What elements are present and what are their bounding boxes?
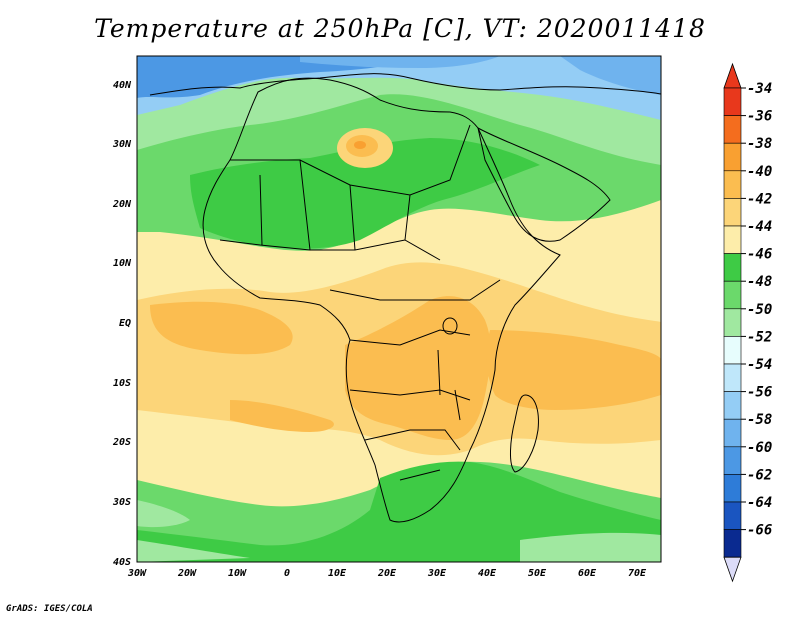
lon-tick-label-3: 0: [284, 568, 290, 579]
lon-tick-label-7: 40E: [478, 568, 497, 579]
colorbar-label-9: -52: [747, 329, 772, 345]
colorbar-bottom-arrow: [723, 556, 742, 583]
colorbar-swatch-3: [723, 170, 742, 199]
coastlines-and-borders: [149, 73, 661, 523]
lon-tick-label-10: 70E: [628, 568, 647, 579]
colorbar-label-12: -58: [747, 412, 772, 428]
lon-tick-label-6: 30E: [427, 568, 447, 579]
colorbar-label-3: -40: [747, 164, 772, 180]
colorbar-label-5: -44: [747, 219, 772, 235]
colorbar-label-10: -54: [747, 357, 772, 373]
colorbar-label-2: -38: [747, 136, 772, 152]
temperature-field: [137, 56, 661, 562]
colorbar-swatch-14: [723, 474, 742, 503]
colorbar-swatch-12: [723, 418, 742, 448]
lon-tick-label-9: 60E: [578, 568, 597, 579]
lat-tick-label-0: 40N: [113, 80, 132, 91]
colorbar-label-7: -48: [747, 274, 772, 290]
lon-tick-label-5: 20E: [377, 568, 397, 579]
lon-tick-label-4: 10E: [328, 568, 347, 579]
lat-tick-label-3: 10N: [113, 258, 132, 269]
colorbar: -34 -36 -38 -40 -42 -44 -46 -48 -50 -52 -54 -56 -58 -…: [723, 62, 772, 583]
colorbar-label-13: -60: [747, 440, 772, 456]
colorbar-swatch-9: [723, 336, 742, 365]
colorbar-swatch-4: [723, 198, 742, 227]
lat-tick-label-5: 10S: [113, 378, 131, 389]
colorbar-swatch-7: [723, 280, 742, 310]
lat-tick-label-2: 20N: [112, 199, 132, 210]
colorbar-swatch-8: [723, 308, 742, 337]
colorbar-label-16: -66: [747, 523, 772, 539]
colorbar-top-arrow: [723, 62, 742, 89]
lon-tick-label-8: 50E: [528, 568, 547, 579]
colorbar-label-15: -64: [747, 495, 772, 511]
colorbar-swatch-13: [723, 446, 742, 475]
lat-tick-label-6: 20S: [112, 437, 131, 448]
colorbar-label-0: -34: [747, 81, 772, 97]
lon-axis: 30W 20W 10W 0 10E 20E 30E 40E 50E 60E 70…: [127, 568, 647, 579]
colorbar-swatch-10: [723, 363, 742, 392]
lat-tick-label-4: EQ: [119, 318, 131, 329]
lat-tick-label-1: 30N: [112, 139, 132, 150]
colorbar-swatch-5: [723, 225, 742, 254]
map-title: Temperature at 250hPa [C], VT: 202001141…: [94, 14, 706, 43]
colorbar-label-6: -46: [747, 247, 772, 263]
svg-text:30W: 30W: [127, 568, 147, 579]
lat-tick-label-7: 30S: [112, 497, 131, 508]
colorbar-swatch-2: [723, 142, 742, 172]
colorbar-swatch-16: [723, 529, 742, 558]
colorbar-label-1: -36: [747, 109, 772, 125]
colorbar-label-14: -62: [747, 467, 772, 483]
colorbar-label-11: -56: [747, 385, 772, 401]
colorbar-swatch-6: [723, 253, 742, 282]
lat-tick-label-8: 40S: [113, 557, 131, 568]
colorbar-label-8: -50: [747, 302, 772, 318]
map-frame: [136, 55, 662, 563]
lon-tick-label-0: 30W: [127, 568, 147, 579]
grads-credit: GrADS: IGES/COLA: [6, 604, 93, 614]
colorbar-label-4: -42: [747, 191, 772, 207]
colorbar-swatch-11: [723, 391, 742, 420]
colorbar-swatch-15: [723, 501, 742, 530]
lat-axis: 40N 30N 20N 10N EQ 10S 20S 30S 40S: [112, 80, 132, 568]
lon-tick-label-1: 20W: [177, 568, 197, 579]
lon-tick-label-2: 10W: [228, 568, 247, 579]
colorbar-swatch-1: [723, 115, 742, 144]
colorbar-swatch-0: [723, 87, 742, 116]
